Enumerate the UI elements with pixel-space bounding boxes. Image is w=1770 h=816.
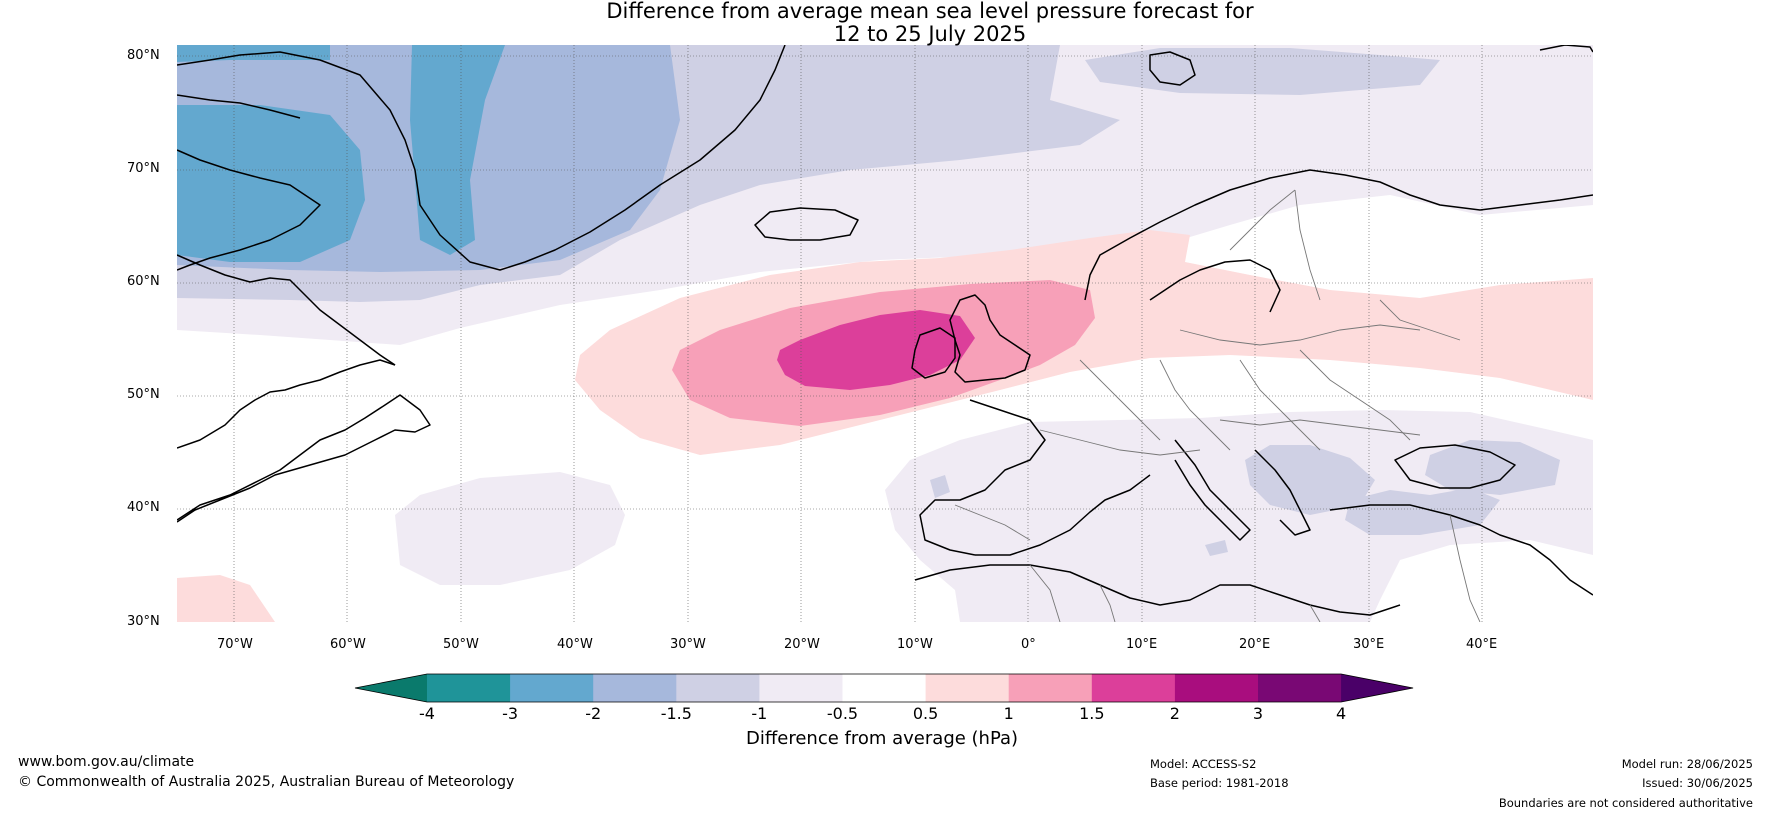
anomaly-neg-0.5-med xyxy=(885,410,1593,622)
colorbar-segment xyxy=(510,674,594,702)
footer-copyright: © Commonwealth of Australia 2025, Austra… xyxy=(18,774,515,790)
coastlines xyxy=(177,45,1593,616)
footer-site-link[interactable]: www.bom.gov.au/climate xyxy=(18,754,195,770)
lon-label-10w: 10°W xyxy=(897,637,933,652)
borders xyxy=(954,189,1481,622)
lon-label-20e: 20°E xyxy=(1239,637,1271,652)
lon-label-40e: 40°E xyxy=(1466,637,1498,652)
footer-model-run: Model run: 28/06/2025 xyxy=(1621,757,1753,771)
lat-label-50n: 50°N xyxy=(127,387,160,402)
colorbar-segment xyxy=(925,674,1010,702)
lat-label-70n: 70°N xyxy=(127,161,160,176)
title-line-2: 12 to 25 July 2025 xyxy=(833,22,1027,46)
lon-label-40w: 40°W xyxy=(557,637,593,652)
colorbar-segment xyxy=(1258,674,1342,702)
colorbar-tick-label: -4 xyxy=(419,704,435,723)
footer-issued: Issued: 30/06/2025 xyxy=(1642,776,1753,790)
colorbar-segment xyxy=(676,674,760,702)
colorbar-segment xyxy=(1174,674,1259,702)
anomaly-neg-0.5-atlantic xyxy=(395,472,625,585)
colorbar-segment xyxy=(1091,674,1176,702)
colorbar-segment xyxy=(759,674,843,702)
lon-label-60w: 60°W xyxy=(330,637,366,652)
lon-label-0: 0° xyxy=(1021,637,1036,652)
colorbar-tick-label: -1.5 xyxy=(660,704,692,723)
lon-label-50w: 50°W xyxy=(443,637,479,652)
footer-base-period: Base period: 1981-2018 xyxy=(1150,776,1289,790)
lon-label-30w: 30°W xyxy=(670,637,706,652)
colorbar-extend-min xyxy=(355,674,427,702)
footer-model: Model: ACCESS-S2 xyxy=(1150,757,1257,771)
anomaly-neg-1-med xyxy=(930,440,1560,556)
colorbar-tick-label: -1 xyxy=(751,704,768,723)
colorbar-segment xyxy=(427,674,511,702)
colorbar-tick-label: -0.5 xyxy=(826,704,859,723)
colorbar-tick-label: -3 xyxy=(502,704,519,723)
anomaly-field xyxy=(177,45,1593,622)
colorbar-segment xyxy=(593,674,677,702)
anomaly-pos-1.5 xyxy=(777,310,975,390)
anomaly-neg-1-arctic xyxy=(1085,48,1440,95)
anomaly-neg-2 xyxy=(177,45,505,262)
colorbar-outline xyxy=(354,673,1414,703)
lon-label-30e: 30°E xyxy=(1353,637,1385,652)
anomaly-pos-0.5-sw xyxy=(177,575,275,622)
colorbar-tick-label: 0.5 xyxy=(912,704,939,723)
colorbar-tick-label: 1 xyxy=(1003,704,1014,723)
lon-label-20w: 20°W xyxy=(784,637,820,652)
graticule xyxy=(177,45,1593,622)
footer-disclaimer: Boundaries are not considered authoritat… xyxy=(1498,796,1753,810)
colorbar xyxy=(354,673,1414,703)
colorbar-extend-max xyxy=(1341,674,1414,702)
title-line-1: Difference from average mean sea level p… xyxy=(606,0,1254,23)
colorbar-tick-label: 2 xyxy=(1169,704,1180,723)
colorbar-tick-label: 3 xyxy=(1252,704,1264,723)
colorbar-segment xyxy=(842,674,927,702)
lat-label-80n: 80°N xyxy=(127,48,160,63)
lat-label-40n: 40°N xyxy=(127,500,160,515)
lat-label-60n: 60°N xyxy=(127,274,160,289)
colorbar-title: Difference from average (hPa) xyxy=(746,728,1019,749)
lon-label-70w: 70°W xyxy=(217,637,253,652)
lon-label-10e: 10°E xyxy=(1126,637,1158,652)
colorbar-tick-label: -2 xyxy=(585,704,602,723)
lat-label-30n: 30°N xyxy=(127,614,160,629)
colorbar-tick-label: 1.5 xyxy=(1079,704,1105,723)
colorbar-tick-label: 4 xyxy=(1336,704,1347,723)
colorbar-segment xyxy=(1008,674,1093,702)
